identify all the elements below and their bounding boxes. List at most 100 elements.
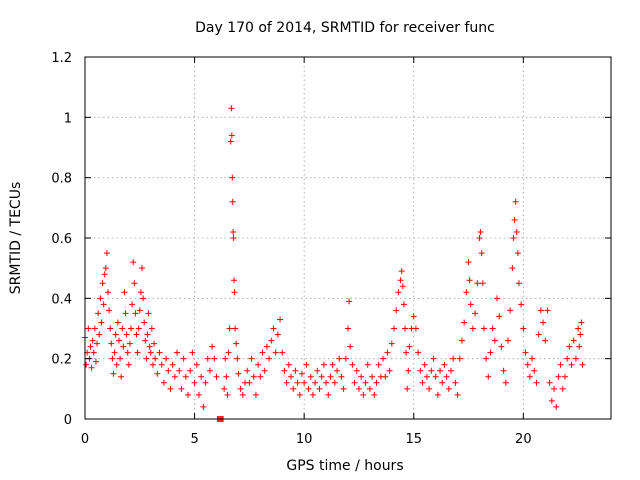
data-point bbox=[279, 349, 286, 356]
data-point bbox=[231, 289, 238, 296]
axis-ticks bbox=[84, 56, 611, 420]
data-point bbox=[469, 325, 476, 332]
data-point bbox=[386, 367, 393, 374]
data-point bbox=[489, 325, 496, 332]
data-point bbox=[514, 250, 521, 257]
data-point bbox=[160, 379, 167, 386]
data-point bbox=[502, 379, 509, 386]
data-point bbox=[136, 307, 143, 314]
data-point bbox=[91, 325, 98, 332]
data-point bbox=[412, 325, 419, 332]
y-axis-label: SRMTID / TECUs bbox=[8, 182, 24, 295]
data-point bbox=[496, 313, 503, 320]
data-point bbox=[309, 391, 316, 398]
data-point bbox=[423, 373, 430, 380]
data-point bbox=[209, 343, 216, 350]
data-point bbox=[200, 403, 207, 410]
data-point bbox=[178, 385, 185, 392]
data-point bbox=[393, 307, 400, 314]
data-point bbox=[202, 379, 209, 386]
data-point bbox=[504, 337, 511, 344]
data-point bbox=[120, 343, 127, 350]
data-point bbox=[98, 319, 105, 326]
data-point bbox=[283, 379, 290, 386]
data-point bbox=[401, 325, 408, 332]
data-point bbox=[133, 331, 140, 338]
y-tick-label: 0.6 bbox=[51, 232, 72, 247]
data-point bbox=[221, 385, 228, 392]
data-point bbox=[244, 367, 251, 374]
data-point bbox=[358, 373, 365, 380]
data-point bbox=[102, 265, 109, 272]
data-point bbox=[145, 310, 152, 317]
data-point bbox=[268, 337, 275, 344]
data-point bbox=[169, 361, 176, 368]
data-point bbox=[349, 361, 356, 368]
data-point bbox=[465, 259, 472, 266]
data-point bbox=[458, 337, 465, 344]
data-point bbox=[448, 367, 455, 374]
data-point bbox=[109, 355, 116, 362]
data-point bbox=[174, 349, 181, 356]
data-point bbox=[491, 337, 498, 344]
data-point bbox=[439, 379, 446, 386]
data-point bbox=[362, 379, 369, 386]
data-point bbox=[281, 367, 288, 374]
data-point bbox=[270, 325, 277, 332]
data-point bbox=[108, 340, 115, 347]
data-point bbox=[176, 367, 183, 374]
x-tick-labels: 0 5 10 15 20 bbox=[81, 432, 532, 447]
data-point bbox=[227, 138, 234, 145]
data-point bbox=[206, 367, 213, 374]
data-point bbox=[426, 385, 433, 392]
data-point bbox=[158, 361, 165, 368]
x-tick-label: 15 bbox=[405, 432, 422, 447]
data-point bbox=[92, 358, 99, 365]
data-point bbox=[88, 364, 95, 371]
data-point bbox=[480, 325, 487, 332]
data-point bbox=[515, 280, 522, 287]
data-point bbox=[342, 355, 349, 362]
data-point bbox=[163, 355, 170, 362]
data-point bbox=[294, 379, 301, 386]
data-point bbox=[380, 355, 387, 362]
data-point bbox=[334, 367, 341, 374]
data-point bbox=[535, 331, 542, 338]
data-point bbox=[187, 367, 194, 374]
data-point bbox=[512, 198, 519, 205]
x-axis-label: GPS time / hours bbox=[286, 458, 403, 474]
data-point bbox=[140, 295, 147, 302]
data-point bbox=[316, 385, 323, 392]
data-point bbox=[437, 367, 444, 374]
data-points bbox=[82, 105, 586, 422]
data-point bbox=[106, 307, 113, 314]
data-point bbox=[122, 310, 129, 317]
data-point bbox=[327, 373, 334, 380]
data-point bbox=[346, 298, 353, 305]
data-point bbox=[224, 391, 231, 398]
data-point bbox=[518, 301, 525, 308]
x-tick-label: 0 bbox=[81, 432, 89, 447]
data-point bbox=[90, 349, 97, 356]
data-point bbox=[225, 349, 232, 356]
data-point bbox=[479, 280, 486, 287]
data-point bbox=[384, 349, 391, 356]
data-point bbox=[434, 391, 441, 398]
data-point bbox=[405, 367, 412, 374]
data-point bbox=[229, 174, 236, 181]
data-point bbox=[96, 331, 103, 338]
data-point bbox=[399, 283, 406, 290]
data-point bbox=[336, 355, 343, 362]
data-point bbox=[115, 337, 122, 344]
data-point bbox=[522, 349, 529, 356]
data-point bbox=[483, 355, 490, 362]
data-point bbox=[487, 349, 494, 356]
data-point bbox=[353, 367, 360, 374]
data-point bbox=[564, 355, 571, 362]
data-point bbox=[314, 367, 321, 374]
data-point bbox=[285, 361, 292, 368]
data-point bbox=[266, 355, 273, 362]
data-point bbox=[307, 373, 314, 380]
data-point bbox=[231, 277, 238, 284]
data-point bbox=[233, 340, 240, 347]
